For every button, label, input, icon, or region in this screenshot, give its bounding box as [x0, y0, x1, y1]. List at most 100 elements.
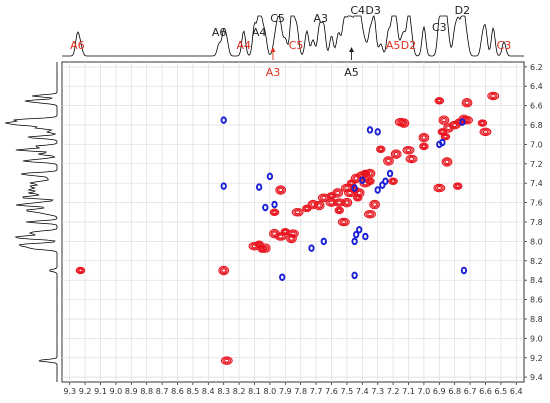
negative-cross-peak — [366, 126, 374, 134]
negative-cross-peak — [379, 181, 386, 189]
positive-cross-peak — [390, 149, 402, 159]
x-tick-label: 8.4 — [202, 387, 215, 396]
positive-cross-peak — [341, 197, 353, 208]
positive-cross-peak — [477, 119, 488, 127]
x-tick-label: 6.8 — [448, 387, 461, 396]
negative-cross-peak — [351, 271, 358, 280]
positive-cross-peak — [274, 232, 287, 241]
x-tick-label: 8.8 — [140, 387, 153, 396]
negative-cross-peak — [271, 200, 278, 209]
label-arrowhead — [270, 47, 276, 52]
x-tick-label: 6.5 — [495, 387, 508, 396]
peak-label: D2 — [455, 4, 470, 17]
negative-cross-peak — [362, 232, 369, 241]
negative-cross-peak — [266, 172, 274, 181]
x-tick-label: 8.6 — [171, 387, 184, 396]
label-arrowhead — [349, 47, 355, 52]
positive-cross-peak — [418, 132, 430, 143]
x-tick-label: 7.0 — [418, 387, 431, 396]
x-tick-label: 7.7 — [310, 387, 323, 396]
negative-cross-peak — [351, 184, 358, 192]
negative-cross-peak — [359, 176, 366, 185]
y-tick-label: 7.6 — [530, 199, 543, 208]
positive-cross-peak — [394, 117, 407, 127]
positive-cross-peak — [419, 142, 429, 151]
x-tick-label: 8.9 — [125, 387, 138, 396]
negative-cross-peak — [255, 183, 263, 191]
positive-cross-peak — [269, 208, 280, 217]
negative-cross-peak — [374, 128, 381, 136]
y-tick-label: 7.4 — [530, 179, 543, 188]
y-tick-label: 8.4 — [530, 276, 543, 285]
x-tick-label: 7.9 — [279, 387, 292, 396]
grid-lines — [62, 62, 524, 382]
peak-label: C3 — [432, 21, 447, 34]
negative-cross-peak — [356, 226, 363, 234]
x-tick-label: 9.0 — [110, 387, 123, 396]
positive-cross-peak — [360, 169, 371, 178]
positive-cross-peak — [438, 115, 450, 125]
peak-label: C3 — [497, 39, 512, 52]
negative-cross-peak — [220, 116, 227, 124]
arrow-peak-label: A5 — [344, 66, 359, 79]
peak-label: C5 — [289, 39, 304, 52]
x-tick-label: 8.0 — [264, 387, 277, 396]
y-tick-label: 6.6 — [530, 102, 543, 111]
y-tick-label: 7.0 — [530, 140, 543, 149]
positive-cross-peak — [440, 132, 451, 141]
negative-cross-peak — [374, 186, 381, 194]
positive-cross-peak — [337, 217, 350, 227]
positive-cross-peak — [453, 182, 463, 190]
positive-cross-peak — [275, 185, 287, 195]
positive-cross-peak — [334, 206, 344, 215]
positive-cross-peak — [75, 266, 86, 275]
y-tick-label: 9.0 — [530, 334, 543, 343]
left-projection-trace — [5, 62, 58, 382]
x-tick-label: 7.5 — [341, 387, 354, 396]
y-tick-label: 7.2 — [530, 160, 543, 169]
positive-cross-peak — [220, 356, 233, 365]
y-tick-label: 6.2 — [530, 63, 543, 72]
peak-label: D2 — [401, 39, 416, 52]
positive-cross-peak — [291, 208, 304, 217]
y-tick-label: 8.6 — [530, 296, 543, 305]
negative-cross-peak — [320, 237, 327, 246]
positive-cross-peak — [479, 127, 492, 137]
peak-label: A4 — [252, 26, 267, 39]
y-tick-label: 8.2 — [530, 257, 543, 266]
arrow-peak-label: A3 — [266, 66, 281, 79]
peak-label: A5 — [386, 39, 401, 52]
negative-cross-peak — [386, 169, 394, 178]
peak-label: A6 — [212, 26, 227, 39]
positive-cross-peak — [433, 183, 446, 193]
x-tick-label: 9.2 — [79, 387, 92, 396]
positive-cross-peak — [388, 177, 398, 186]
negative-cross-peak — [351, 237, 358, 246]
x-tick-label: 7.4 — [356, 387, 369, 396]
x-axis-ticks: 9.3 9.2 9.1 9.0 8.9 8.8 8.7 8.6 8.5 8.4 8.3 8.2 8.1 8… — [63, 382, 523, 396]
y-tick-label: 9.2 — [530, 354, 543, 363]
peak-label: A6 — [70, 39, 85, 52]
positive-cross-peak — [365, 177, 375, 186]
negative-cross-peak — [220, 182, 227, 190]
negative-cross-peak — [352, 230, 360, 239]
x-tick-label: 7.2 — [387, 387, 400, 396]
x-tick-label: 9.3 — [63, 387, 76, 396]
y-axis-ticks: 6.2 6.4 6.6 6.8 7.0 7.2 7.4 7.6 7.8 8.0 8.2 8.4 8.6 8… — [524, 63, 543, 382]
peak-label: A4 — [236, 39, 251, 52]
positive-cross-peak — [402, 145, 415, 155]
y-tick-label: 8.8 — [530, 315, 543, 324]
y-tick-label: 6.4 — [530, 82, 543, 91]
negative-cross-peak — [262, 203, 269, 212]
y-tick-label: 9.4 — [530, 373, 543, 382]
positive-cross-peak — [383, 156, 394, 166]
y-tick-label: 8.0 — [530, 237, 543, 246]
x-tick-label: 8.7 — [156, 387, 169, 396]
y-tick-label: 7.8 — [530, 218, 543, 227]
x-tick-label: 7.6 — [325, 387, 338, 396]
x-tick-label: 9.1 — [94, 387, 107, 396]
x-tick-label: 8.1 — [248, 387, 261, 396]
negative-cross-peak — [308, 244, 315, 252]
